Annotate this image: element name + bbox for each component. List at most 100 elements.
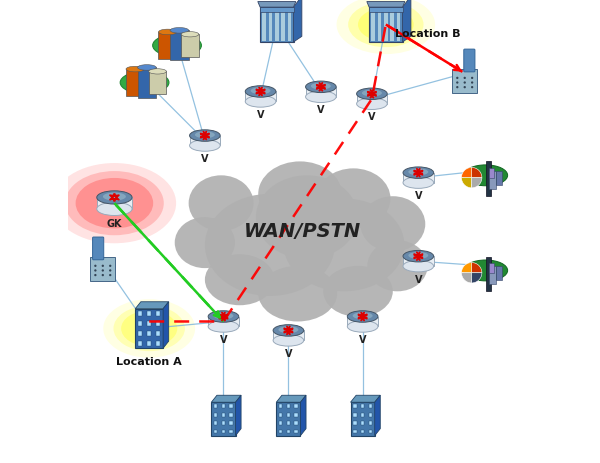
- FancyBboxPatch shape: [485, 162, 491, 197]
- FancyBboxPatch shape: [464, 50, 475, 73]
- FancyBboxPatch shape: [287, 421, 290, 425]
- Ellipse shape: [188, 176, 254, 232]
- FancyBboxPatch shape: [90, 257, 115, 281]
- Ellipse shape: [361, 197, 425, 252]
- FancyBboxPatch shape: [190, 136, 220, 146]
- Circle shape: [101, 274, 104, 276]
- Polygon shape: [277, 395, 306, 402]
- Ellipse shape: [181, 32, 199, 38]
- Ellipse shape: [356, 99, 387, 110]
- FancyBboxPatch shape: [287, 13, 292, 42]
- Ellipse shape: [65, 172, 164, 236]
- Text: GK: GK: [107, 218, 122, 228]
- FancyBboxPatch shape: [305, 88, 336, 98]
- Text: WAN/PSTN: WAN/PSTN: [244, 222, 361, 241]
- FancyBboxPatch shape: [287, 405, 290, 408]
- Ellipse shape: [256, 176, 358, 259]
- Circle shape: [471, 87, 473, 89]
- FancyBboxPatch shape: [452, 69, 477, 94]
- Polygon shape: [293, 0, 302, 43]
- FancyBboxPatch shape: [353, 405, 356, 408]
- FancyBboxPatch shape: [139, 312, 142, 316]
- FancyBboxPatch shape: [279, 405, 283, 408]
- Circle shape: [109, 265, 112, 267]
- FancyBboxPatch shape: [377, 13, 382, 42]
- FancyBboxPatch shape: [222, 430, 225, 433]
- Wedge shape: [472, 273, 482, 283]
- FancyBboxPatch shape: [350, 402, 375, 436]
- Ellipse shape: [245, 87, 276, 98]
- Polygon shape: [211, 395, 241, 402]
- Ellipse shape: [195, 132, 215, 139]
- FancyBboxPatch shape: [275, 13, 278, 42]
- FancyBboxPatch shape: [490, 266, 496, 285]
- Circle shape: [456, 87, 458, 89]
- FancyBboxPatch shape: [262, 13, 266, 42]
- FancyBboxPatch shape: [490, 171, 496, 190]
- Ellipse shape: [348, 3, 424, 48]
- FancyBboxPatch shape: [126, 70, 145, 97]
- Wedge shape: [461, 263, 472, 273]
- Circle shape: [109, 274, 112, 276]
- Ellipse shape: [305, 92, 336, 103]
- FancyBboxPatch shape: [368, 405, 372, 408]
- FancyBboxPatch shape: [391, 13, 394, 42]
- Ellipse shape: [358, 9, 413, 42]
- FancyBboxPatch shape: [287, 413, 290, 417]
- FancyBboxPatch shape: [347, 317, 378, 327]
- FancyBboxPatch shape: [496, 266, 502, 280]
- Ellipse shape: [464, 260, 508, 281]
- FancyBboxPatch shape: [361, 405, 364, 408]
- Ellipse shape: [251, 88, 271, 95]
- Circle shape: [101, 269, 104, 272]
- FancyBboxPatch shape: [356, 94, 387, 105]
- FancyBboxPatch shape: [369, 8, 403, 13]
- FancyBboxPatch shape: [139, 332, 142, 336]
- Ellipse shape: [464, 166, 508, 186]
- Ellipse shape: [362, 90, 382, 97]
- FancyBboxPatch shape: [147, 332, 151, 336]
- Ellipse shape: [97, 191, 132, 205]
- Ellipse shape: [190, 131, 220, 142]
- Circle shape: [456, 77, 458, 80]
- Ellipse shape: [205, 194, 335, 296]
- Ellipse shape: [103, 193, 126, 201]
- FancyBboxPatch shape: [368, 421, 372, 425]
- Ellipse shape: [403, 251, 434, 263]
- Wedge shape: [461, 178, 472, 188]
- FancyBboxPatch shape: [139, 322, 142, 326]
- Circle shape: [109, 269, 112, 272]
- Text: V: V: [415, 274, 422, 284]
- Polygon shape: [403, 0, 411, 43]
- Text: V: V: [284, 348, 292, 358]
- Text: V: V: [257, 110, 265, 120]
- Ellipse shape: [214, 313, 233, 319]
- Text: V: V: [368, 112, 376, 122]
- FancyBboxPatch shape: [273, 331, 304, 341]
- Circle shape: [464, 87, 466, 89]
- FancyBboxPatch shape: [135, 309, 163, 348]
- FancyBboxPatch shape: [158, 33, 177, 60]
- FancyBboxPatch shape: [211, 402, 236, 436]
- Circle shape: [471, 77, 473, 80]
- Ellipse shape: [205, 255, 274, 306]
- FancyBboxPatch shape: [149, 72, 166, 94]
- Ellipse shape: [311, 83, 331, 90]
- Polygon shape: [258, 2, 296, 8]
- FancyBboxPatch shape: [156, 342, 160, 346]
- FancyBboxPatch shape: [139, 342, 142, 346]
- FancyBboxPatch shape: [97, 198, 132, 209]
- Ellipse shape: [190, 140, 220, 152]
- FancyBboxPatch shape: [229, 421, 233, 425]
- FancyBboxPatch shape: [229, 430, 233, 433]
- Ellipse shape: [76, 179, 153, 229]
- FancyBboxPatch shape: [295, 430, 298, 433]
- Circle shape: [464, 77, 466, 80]
- Polygon shape: [236, 395, 241, 436]
- FancyBboxPatch shape: [353, 430, 356, 433]
- Polygon shape: [350, 395, 380, 402]
- Text: Location B: Location B: [395, 29, 461, 39]
- Text: V: V: [220, 334, 227, 344]
- Ellipse shape: [323, 266, 393, 317]
- Ellipse shape: [337, 0, 435, 55]
